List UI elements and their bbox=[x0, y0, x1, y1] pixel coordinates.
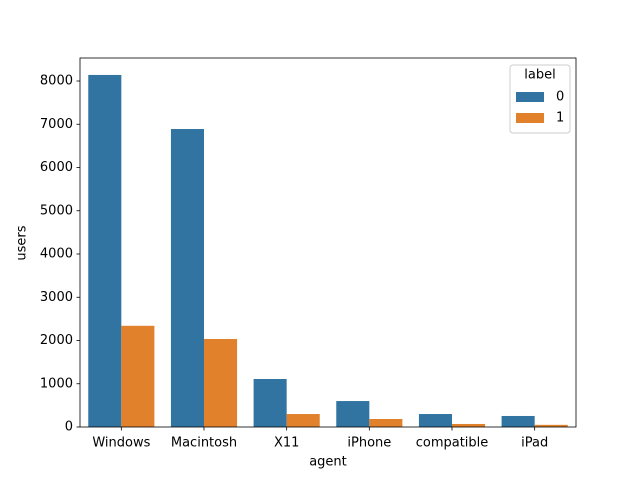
y-tick-label: 0 bbox=[65, 420, 73, 435]
bar bbox=[336, 401, 370, 427]
legend-label: 0 bbox=[556, 90, 564, 105]
y-tick-label: 8000 bbox=[40, 74, 73, 89]
y-tick-label: 4000 bbox=[40, 247, 73, 262]
legend-title: label bbox=[524, 68, 555, 83]
bar bbox=[204, 338, 238, 427]
bar bbox=[88, 74, 122, 427]
y-tick-label: 2000 bbox=[40, 333, 73, 348]
legend-swatch bbox=[516, 113, 544, 123]
plot-frame bbox=[79, 57, 577, 428]
bar bbox=[170, 129, 204, 427]
bar bbox=[534, 424, 568, 427]
x-tick-label: iPad bbox=[521, 436, 548, 451]
bar bbox=[369, 418, 403, 427]
x-tick-label: Windows bbox=[92, 436, 150, 451]
y-tick-label: 5000 bbox=[40, 203, 73, 218]
y-axis-label: users bbox=[15, 225, 30, 260]
y-tick-label: 1000 bbox=[40, 376, 73, 391]
x-axis-label: agent bbox=[309, 455, 347, 470]
y-tick-label: 3000 bbox=[40, 290, 73, 305]
legend-label: 1 bbox=[556, 111, 564, 126]
bar bbox=[253, 378, 287, 427]
bar bbox=[286, 414, 320, 427]
y-tick-label: 7000 bbox=[40, 117, 73, 132]
x-tick-label: X11 bbox=[274, 436, 299, 451]
x-tick-label: compatible bbox=[416, 436, 489, 451]
bar bbox=[452, 423, 486, 427]
x-tick-label: iPhone bbox=[347, 436, 391, 451]
x-tick-label: Macintosh bbox=[171, 436, 237, 451]
bar bbox=[418, 414, 452, 427]
bar bbox=[121, 325, 155, 427]
bar bbox=[501, 415, 535, 427]
y-tick-label: 6000 bbox=[40, 160, 73, 175]
legend-swatch bbox=[516, 92, 544, 102]
